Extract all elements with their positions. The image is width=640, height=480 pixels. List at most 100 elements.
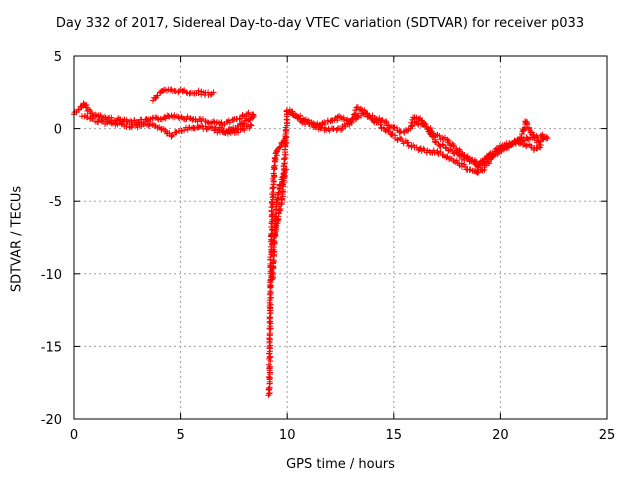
data-point xyxy=(349,115,356,122)
data-point xyxy=(480,159,487,166)
x-tick-label: 20 xyxy=(492,428,509,443)
x-tick-label: 0 xyxy=(70,428,78,443)
data-point xyxy=(269,211,276,218)
x-axis-label: GPS time / hours xyxy=(286,457,395,472)
data-point xyxy=(345,120,352,127)
data-point xyxy=(450,142,457,149)
data-point xyxy=(218,119,225,126)
data-point xyxy=(517,135,524,142)
data-point xyxy=(378,117,385,124)
data-point xyxy=(269,269,276,276)
data-point xyxy=(431,138,438,145)
x-tick-label: 5 xyxy=(176,428,184,443)
data-point xyxy=(524,120,531,127)
data-point xyxy=(445,137,452,144)
data-point xyxy=(90,115,97,122)
data-point xyxy=(530,132,537,139)
data-point xyxy=(426,148,433,155)
y-tick-label: -10 xyxy=(41,268,62,283)
data-points xyxy=(70,86,551,399)
data-point xyxy=(370,117,377,124)
chart-title: Day 332 of 2017, Sidereal Day-to-day VTE… xyxy=(55,16,585,31)
data-point xyxy=(392,132,399,139)
data-point xyxy=(76,106,83,113)
data-point xyxy=(265,373,272,380)
data-point xyxy=(154,92,161,99)
data-point xyxy=(99,117,106,124)
data-point xyxy=(247,121,254,128)
data-point xyxy=(250,112,257,119)
data-point xyxy=(342,123,349,130)
data-point xyxy=(318,124,325,131)
data-point xyxy=(269,194,276,201)
data-point xyxy=(339,125,346,132)
data-point xyxy=(274,217,281,224)
data-point xyxy=(281,155,288,162)
data-point xyxy=(154,115,161,122)
data-point xyxy=(97,112,104,119)
y-tick-label: -15 xyxy=(41,340,62,355)
data-point xyxy=(542,135,549,142)
data-point xyxy=(428,130,435,137)
x-tick-label: 15 xyxy=(386,428,403,443)
data-point xyxy=(464,155,471,162)
data-point xyxy=(268,283,275,290)
data-point xyxy=(168,86,175,93)
data-point xyxy=(518,134,525,141)
y-tick-label: -5 xyxy=(49,195,62,210)
data-point xyxy=(417,145,424,152)
data-point xyxy=(427,126,434,133)
data-point xyxy=(243,113,250,120)
y-axis-label: SDTVAR / TECUs xyxy=(9,185,25,293)
data-point xyxy=(203,126,210,133)
data-point xyxy=(270,257,277,264)
data-point xyxy=(312,124,319,131)
data-point xyxy=(271,231,278,238)
data-point xyxy=(524,135,531,142)
data-point xyxy=(230,116,237,123)
data-point xyxy=(442,144,449,151)
data-point xyxy=(85,106,92,113)
data-point xyxy=(466,166,473,173)
data-point xyxy=(449,140,456,147)
data-point xyxy=(482,162,489,169)
data-point xyxy=(88,109,95,116)
data-point xyxy=(460,153,467,160)
data-point xyxy=(123,120,130,127)
data-point xyxy=(267,353,274,360)
data-point xyxy=(134,124,141,131)
data-point xyxy=(337,127,344,134)
data-point xyxy=(105,118,112,125)
data-point xyxy=(241,121,248,128)
data-point xyxy=(267,254,274,261)
data-point xyxy=(445,147,452,154)
data-point xyxy=(292,111,299,118)
data-point xyxy=(226,119,233,126)
x-tick-label: 10 xyxy=(279,428,296,443)
data-point xyxy=(278,196,285,203)
data-point xyxy=(421,119,428,126)
data-point xyxy=(277,206,284,213)
data-point xyxy=(351,111,358,118)
data-point xyxy=(408,119,415,126)
data-point xyxy=(276,207,283,214)
data-point xyxy=(377,121,384,128)
x-tick-label: 25 xyxy=(599,428,616,443)
data-point xyxy=(509,141,516,148)
data-point xyxy=(210,89,217,96)
data-point xyxy=(276,144,283,151)
data-point xyxy=(234,126,241,133)
axis-ticks: 0 5 10 15 20 25 5 0 -5 -10 -15 -20 xyxy=(41,50,616,443)
data-point xyxy=(423,123,430,130)
data-point xyxy=(162,115,169,122)
data-point xyxy=(518,130,525,137)
data-point xyxy=(265,361,272,368)
data-point xyxy=(508,141,515,148)
data-point xyxy=(308,121,315,128)
data-point xyxy=(270,244,277,251)
data-point xyxy=(283,140,290,147)
data-point xyxy=(385,122,392,129)
data-point xyxy=(457,152,464,159)
data-point xyxy=(369,115,376,122)
